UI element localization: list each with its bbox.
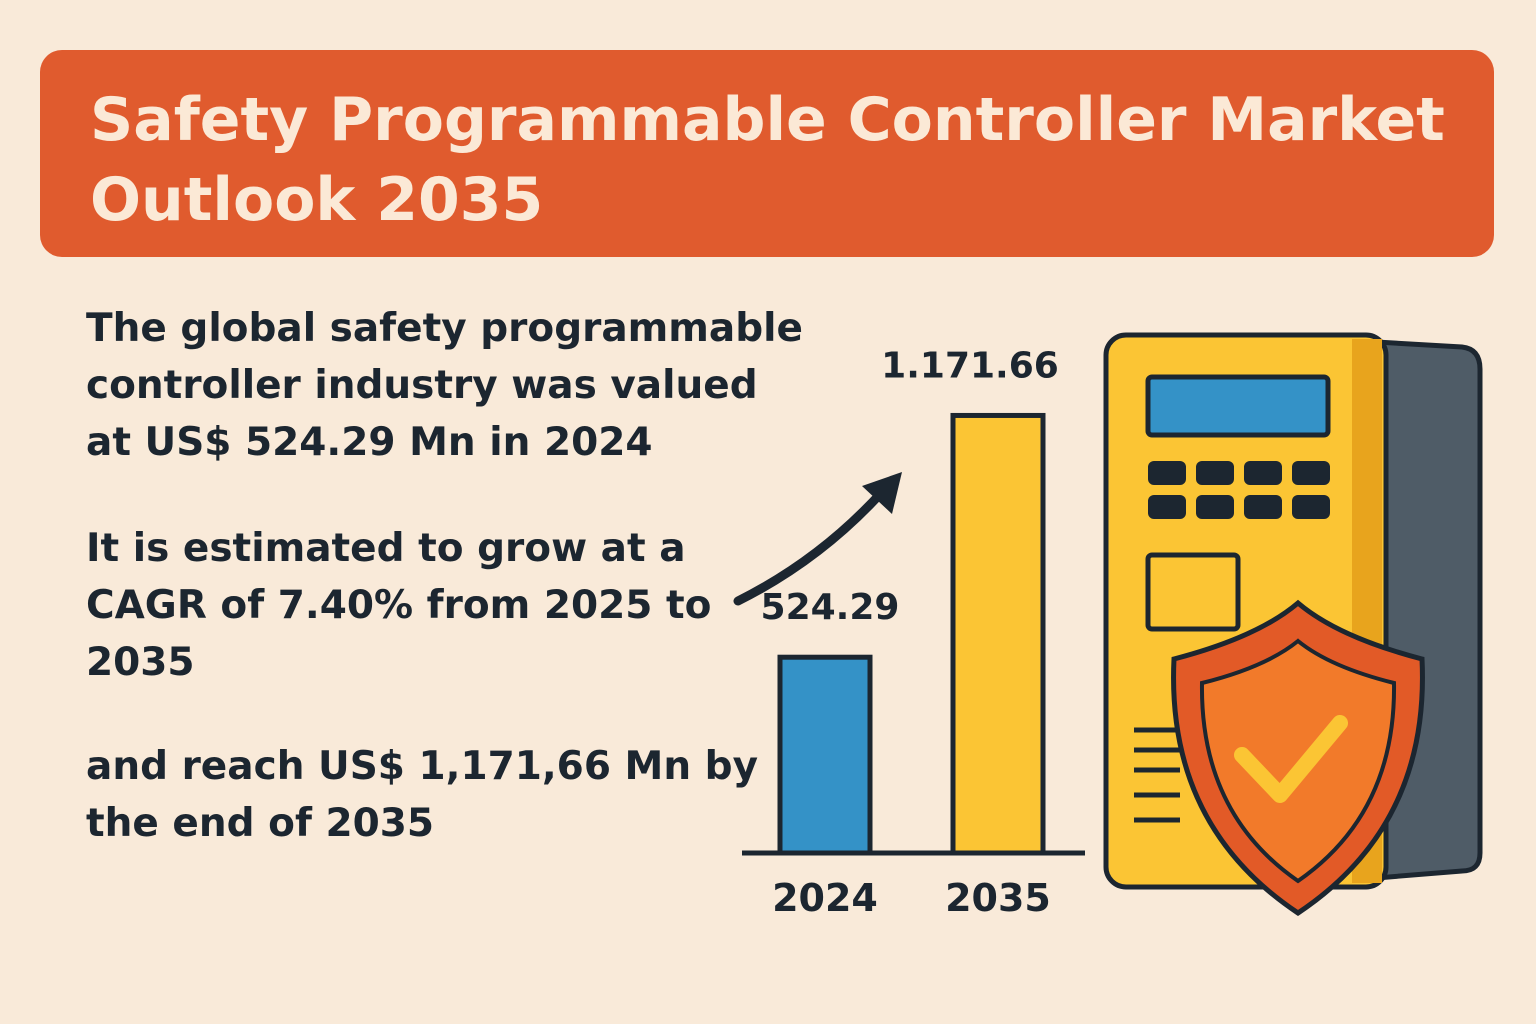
- forecast-text: and reach US$ 1,171,66 Mn by the end of …: [86, 744, 759, 846]
- category-label-2035: 2035: [945, 876, 1051, 920]
- value-label-2035: 1.171.66: [881, 345, 1059, 386]
- plc-display-screen: [1145, 374, 1331, 438]
- check-mark-icon: [1234, 715, 1348, 803]
- plc-controller-icon: [1103, 332, 1483, 917]
- valuation-text: The global safety programmable controlle…: [86, 306, 803, 465]
- cagr-text: It is estimated to grow at a CAGR of 7.4…: [86, 526, 712, 685]
- summary-cagr: It is estimated to grow at a CAGR of 7.4…: [86, 520, 806, 691]
- value-label-2024: 524.29: [761, 587, 900, 628]
- bar-chart: 524.29 2024 1.171.66 2035: [733, 345, 1085, 920]
- plc-status-window: [1145, 552, 1241, 632]
- bar-2035: [950, 412, 1046, 856]
- plc-vent-lines: [1134, 727, 1180, 823]
- title-banner: Safety Programmable Controller Market Ou…: [40, 50, 1494, 257]
- trend-up-arrow-icon: [733, 487, 887, 606]
- trend-arrow-head: [862, 472, 902, 514]
- summary-valuation: The global safety programmable controlle…: [86, 300, 806, 471]
- summary-forecast: and reach US$ 1,171,66 Mn by the end of …: [86, 738, 806, 852]
- category-label-2024: 2024: [772, 876, 878, 920]
- page-title: Safety Programmable Controller Market Ou…: [90, 85, 1445, 235]
- plc-keypad: [1148, 461, 1330, 519]
- bar-2024: [777, 654, 873, 856]
